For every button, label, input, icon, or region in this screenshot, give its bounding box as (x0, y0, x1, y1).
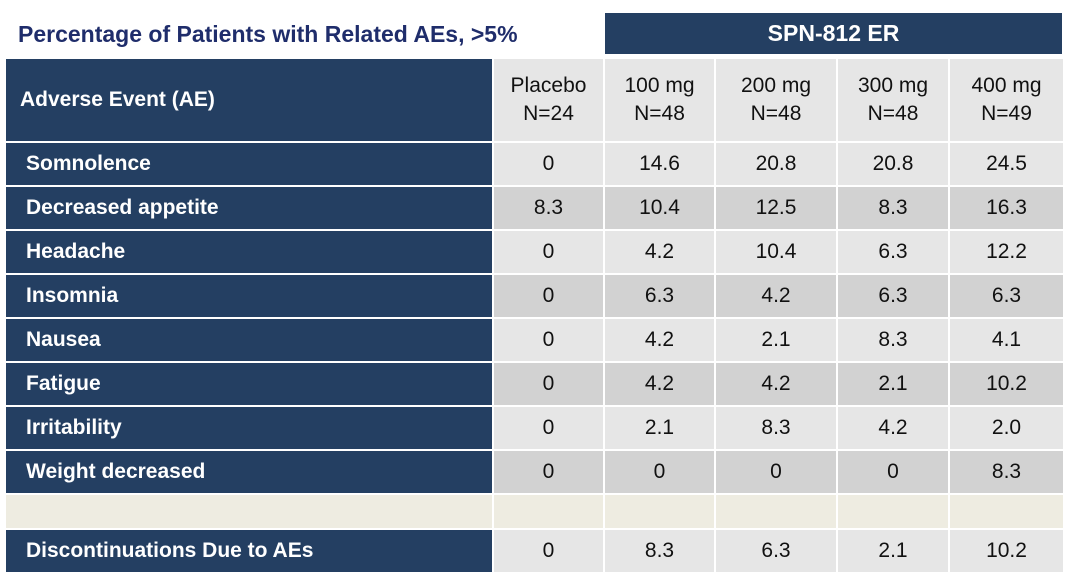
dose-label: 100 mg (624, 74, 695, 97)
row-label: Insomnia (6, 275, 494, 319)
table-cell: 0 (494, 143, 605, 187)
table-cell: 10.4 (716, 231, 838, 275)
table-cell: 2.0 (950, 407, 1063, 451)
column-header-dose: 200 mg N=48 (716, 59, 838, 143)
dose-label: 300 mg (857, 74, 929, 97)
spacer-cell (838, 495, 950, 530)
row-label: Irritability (6, 407, 494, 451)
column-header-dose: 100 mg N=48 (605, 59, 716, 143)
sample-size-label: N=48 (867, 102, 919, 125)
table-cell: 6.3 (838, 231, 950, 275)
table-cell: 20.8 (716, 143, 838, 187)
table-cell: 0 (494, 319, 605, 363)
table-cell: 2.1 (716, 319, 838, 363)
table-cell: 4.2 (605, 319, 716, 363)
table-cell: 8.3 (950, 451, 1063, 495)
table-cell: 14.6 (605, 143, 716, 187)
column-header-dose: 300 mg N=48 (838, 59, 950, 143)
table-cell: 6.3 (950, 275, 1063, 319)
table-cell: 0 (494, 451, 605, 495)
row-label: Headache (6, 231, 494, 275)
table-cell: 12.5 (716, 187, 838, 231)
row-label: Decreased appetite (6, 187, 494, 231)
table-cell: 20.8 (838, 143, 950, 187)
table-cell: 10.4 (605, 187, 716, 231)
table-cell: 2.1 (838, 530, 950, 574)
spacer-cell (494, 495, 605, 530)
table-cell: 24.5 (950, 143, 1063, 187)
table-cell: 12.2 (950, 231, 1063, 275)
table-cell: 0 (494, 407, 605, 451)
column-header-dose: Placebo N=24 (494, 59, 605, 143)
drug-header: SPN-812 ER (605, 13, 1062, 54)
dose-label: 200 mg (740, 74, 812, 97)
table-cell: 8.3 (494, 187, 605, 231)
sample-size-label: N=24 (523, 102, 574, 125)
table-cell: 0 (494, 275, 605, 319)
table-cell: 8.3 (716, 407, 838, 451)
table-cell: 4.2 (716, 275, 838, 319)
table-cell: 4.1 (950, 319, 1063, 363)
table-cell: 8.3 (838, 319, 950, 363)
row-label: Somnolence (6, 143, 494, 187)
table-cell: 2.1 (605, 407, 716, 451)
ae-table: Adverse Event (AE) Placebo N=24 100 mg N=48 2… (6, 59, 1063, 574)
spacer-cell (605, 495, 716, 530)
table-cell: 4.2 (838, 407, 950, 451)
row-label-discontinuation: Discontinuations Due to AEs (6, 530, 494, 574)
slide-title: Percentage of Patients with Related AEs,… (18, 21, 518, 47)
table-cell: 8.3 (605, 530, 716, 574)
table-cell: 0 (494, 231, 605, 275)
table-cell: 0 (716, 451, 838, 495)
column-header-adverse-event: Adverse Event (AE) (6, 59, 494, 143)
spacer-cell (950, 495, 1063, 530)
table-cell: 0 (494, 363, 605, 407)
table-cell: 10.2 (950, 530, 1063, 574)
table-cell: 0 (494, 530, 605, 574)
column-header-dose: 400 mg N=49 (950, 59, 1063, 143)
dose-label: Placebo (510, 74, 587, 97)
table-cell: 4.2 (605, 363, 716, 407)
table-cell: 6.3 (605, 275, 716, 319)
table-cell: 8.3 (838, 187, 950, 231)
table-cell: 2.1 (838, 363, 950, 407)
table-cell: 6.3 (838, 275, 950, 319)
table-cell: 4.2 (605, 231, 716, 275)
table-cell: 6.3 (716, 530, 838, 574)
sample-size-label: N=49 (981, 102, 1032, 125)
sample-size-label: N=48 (634, 102, 685, 125)
spacer-cell (716, 495, 838, 530)
row-label: Weight decreased (6, 451, 494, 495)
table-cell: 10.2 (950, 363, 1063, 407)
table-cell: 0 (838, 451, 950, 495)
row-label: Nausea (6, 319, 494, 363)
spacer-cell (6, 495, 494, 530)
sample-size-label: N=48 (750, 102, 802, 125)
table-cell: 0 (605, 451, 716, 495)
table-cell: 16.3 (950, 187, 1063, 231)
row-label: Fatigue (6, 363, 494, 407)
dose-label: 400 mg (971, 74, 1042, 97)
table-cell: 4.2 (716, 363, 838, 407)
